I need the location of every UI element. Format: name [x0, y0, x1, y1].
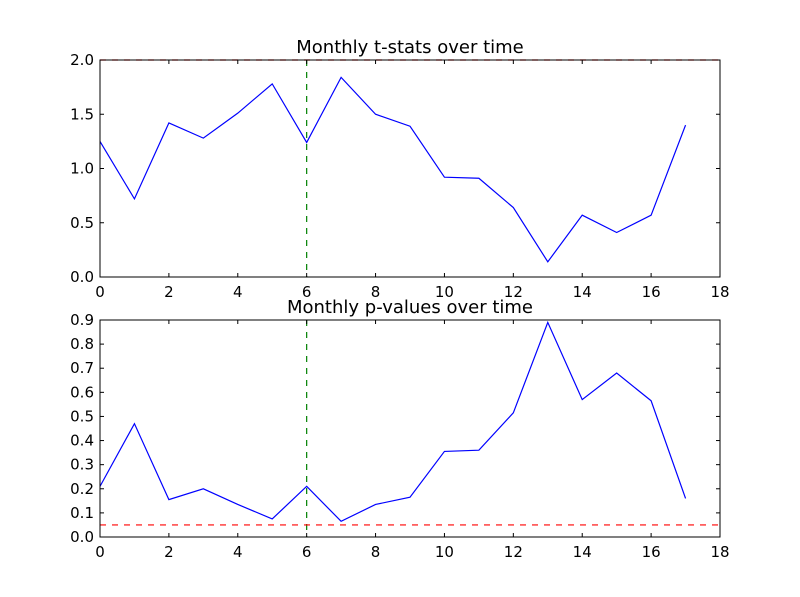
x-tick-label: 16: [642, 543, 661, 561]
y-tick-label: 0.6: [70, 383, 94, 401]
x-tick-label: 18: [710, 283, 729, 301]
y-tick-label: 0.0: [70, 528, 94, 546]
y-tick-label: 0.3: [70, 456, 94, 474]
chart-panel-2: 0 2 4 6 8 10 12 14 16 18 0.0 0.1 0.2 0.3 0.4 0.5 0.6 0.7 0…: [70, 297, 729, 561]
x-tick-label: 6: [302, 543, 312, 561]
x-tick-label: 12: [504, 283, 523, 301]
x-tick-label: 0: [95, 543, 105, 561]
x-tick-label: 10: [435, 543, 454, 561]
y-tick-label: 0.0: [70, 268, 94, 286]
x-tick-label: 12: [504, 543, 523, 561]
y-tick-label: 0.1: [70, 504, 94, 522]
x-tick-label: 18: [710, 543, 729, 561]
x-tick-label: 14: [573, 283, 592, 301]
y-tick-label: 0.4: [70, 432, 94, 450]
x-tick-label: 4: [233, 283, 243, 301]
x-tick-label: 4: [233, 543, 243, 561]
chart-title: Monthly p-values over time: [287, 297, 533, 318]
x-tick-label: 10: [435, 283, 454, 301]
axes-frame: [99, 59, 721, 278]
chart-title: Monthly t-stats over time: [296, 37, 524, 58]
x-tick-label: 6: [302, 283, 312, 301]
x-tick-label: 2: [164, 543, 174, 561]
y-tick-label: 0.5: [70, 214, 94, 232]
y-tick-label: 0.9: [70, 311, 94, 329]
x-tick-label: 16: [642, 283, 661, 301]
series-line: [99, 76, 687, 263]
x-tick-label: 14: [573, 543, 592, 561]
x-tick-label: 2: [164, 283, 174, 301]
y-tick-label: 0.8: [70, 335, 94, 353]
y-tick-label: 0.7: [70, 359, 94, 377]
chart-panel-1: 0 2 4 6 8 10 12 14 16 18 0.0 0.5 1.0 1.5 2.0 Monthly t-…: [70, 37, 729, 301]
axes-frame: [99, 319, 721, 538]
y-tick-label: 2.0: [70, 51, 94, 69]
x-tick-label: 8: [371, 283, 381, 301]
y-tick-label: 1.5: [70, 105, 94, 123]
y-tick-label: 0.5: [70, 407, 94, 425]
x-tick-label: 0: [95, 283, 105, 301]
y-tick-label: 1.0: [70, 160, 94, 178]
series-line: [99, 320, 687, 523]
x-tick-label: 8: [371, 543, 381, 561]
y-tick-label: 0.2: [70, 480, 94, 498]
